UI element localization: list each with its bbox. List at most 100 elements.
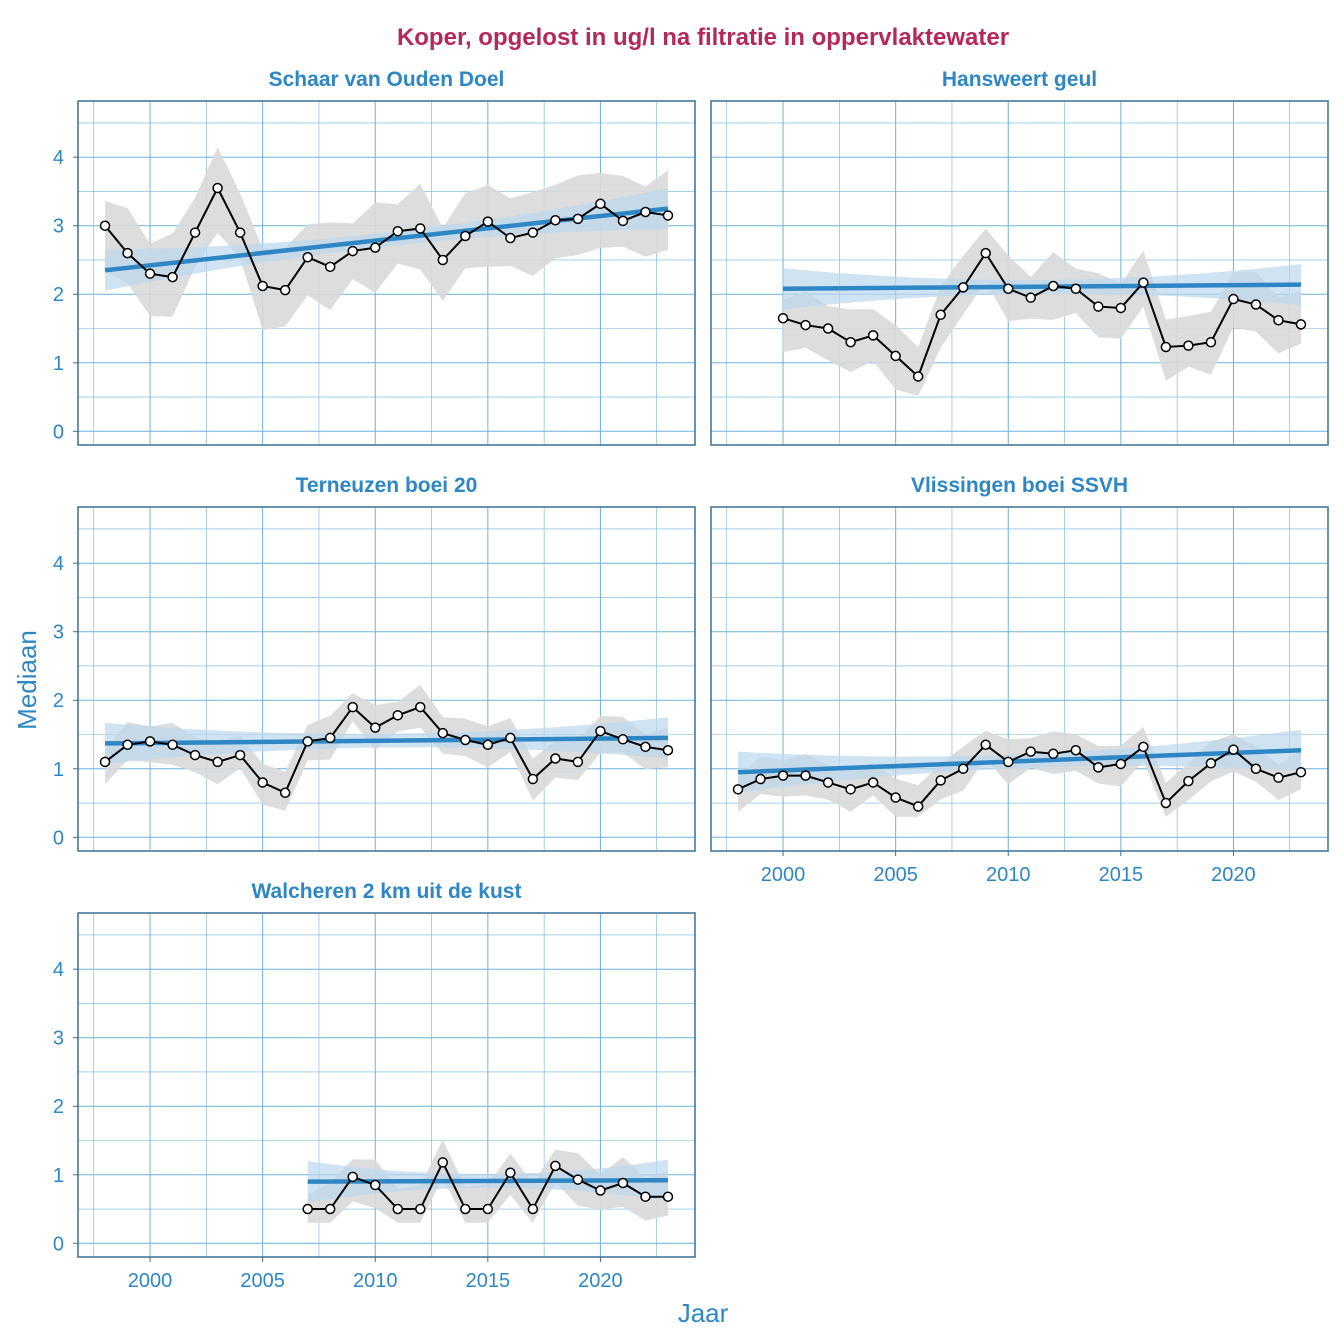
data-point [1250, 299, 1262, 310]
data-point [257, 777, 268, 788]
x-tick-label: 2010 [353, 1270, 398, 1292]
data-point [324, 261, 336, 273]
data-point [800, 319, 811, 331]
data-point [279, 787, 291, 799]
data-point [189, 749, 201, 761]
data-point [505, 1167, 516, 1178]
data-point [369, 242, 381, 253]
range-ribbon [783, 228, 1301, 396]
data-point [1115, 302, 1127, 314]
data-point [845, 336, 856, 348]
x-tick-label: 2015 [1099, 864, 1144, 886]
panel-4: Walcheren 2 km uit de kust 0 1 2 3 4 2000 2005 2… [53, 880, 696, 1292]
data-point [1048, 748, 1059, 759]
data-point [527, 227, 539, 238]
data-point [617, 1177, 629, 1189]
data-point [572, 756, 584, 768]
data-point [550, 1160, 561, 1172]
y-tick-label: 2 [53, 690, 64, 712]
data-point [595, 725, 606, 737]
y-tick-label: 1 [53, 759, 64, 781]
data-point [1025, 292, 1037, 303]
x-tick-label: 2015 [466, 1270, 511, 1292]
data-point [890, 350, 901, 362]
data-point [167, 739, 178, 751]
trend-line [783, 282, 1301, 292]
data-point [595, 1185, 606, 1196]
data-point [867, 330, 879, 341]
data-point [302, 1203, 313, 1215]
data-point [369, 1179, 381, 1191]
data-point [189, 227, 201, 238]
data-point [1228, 293, 1239, 305]
panel-3: Vlissingen boei SSVH 2000 2005 2010 2015 2020 [710, 474, 1329, 886]
panel-title: Walcheren 2 km uit de kust [252, 880, 522, 903]
range-ribbon [105, 684, 668, 811]
data-point [550, 753, 561, 764]
data-point [1183, 340, 1194, 351]
data-point [640, 1191, 651, 1202]
data-point [415, 1203, 426, 1215]
panel-background [711, 507, 1328, 851]
data-point [1115, 758, 1127, 770]
data-point [302, 251, 313, 263]
panel-2: Terneuzen boei 20 0 1 2 3 4 [53, 474, 696, 852]
data-point [1138, 741, 1149, 753]
y-tick-label: 0 [53, 1233, 64, 1255]
panel-border [77, 912, 696, 1258]
data-point [1070, 745, 1082, 756]
panel-background [78, 507, 695, 851]
panel-title: Terneuzen boei 20 [296, 474, 478, 497]
data-point [822, 323, 834, 334]
trend-line [737, 748, 1302, 775]
data-point [505, 232, 516, 244]
panel-border [77, 100, 696, 446]
data-point [572, 1174, 584, 1185]
data-point [505, 732, 516, 744]
data-point [347, 245, 358, 257]
data-point [347, 701, 358, 713]
data-point [1002, 756, 1014, 768]
y-tick-label: 0 [53, 827, 64, 849]
y-tick-label: 4 [53, 147, 64, 169]
data-point [415, 701, 426, 713]
x-tick-label: 2005 [873, 864, 918, 886]
data-point [935, 775, 946, 786]
panel-0: Schaar van Ouden Doel 0 1 2 3 4 [53, 68, 696, 446]
data-point [662, 1191, 674, 1202]
data-point [957, 282, 969, 293]
data-point [777, 312, 789, 324]
x-axis-label: Jaar [678, 1298, 729, 1328]
chart-title: Koper, opgelost in ug/l na filtratie in … [397, 24, 1009, 51]
data-point [144, 736, 156, 747]
data-point [460, 230, 471, 242]
data-point [527, 1203, 539, 1215]
panel-1: Hansweert geul [710, 68, 1329, 446]
y-tick-label: 2 [53, 284, 64, 306]
y-tick-label: 2 [53, 1096, 64, 1118]
data-point [324, 1203, 336, 1215]
data-point [617, 215, 629, 227]
data-point [1048, 280, 1059, 292]
x-tick-label: 2010 [986, 864, 1031, 886]
y-tick-label: 3 [53, 622, 64, 644]
data-point [662, 210, 674, 221]
x-tick-label: 2005 [240, 1270, 285, 1292]
panel-title: Schaar van Ouden Doel [269, 68, 505, 91]
data-point [279, 284, 291, 296]
trend-line [104, 735, 668, 746]
data-point [1228, 744, 1239, 755]
data-point [595, 198, 606, 210]
data-point [800, 770, 811, 781]
data-point [732, 784, 744, 795]
data-point [980, 247, 991, 259]
data-point [482, 739, 494, 751]
data-point [392, 710, 404, 721]
y-tick-label: 0 [53, 421, 64, 443]
data-point [867, 777, 879, 788]
data-point [99, 220, 111, 231]
panel-border [710, 100, 1329, 446]
data-point [1295, 319, 1307, 330]
data-point [1160, 797, 1172, 809]
data-point [1273, 315, 1284, 326]
